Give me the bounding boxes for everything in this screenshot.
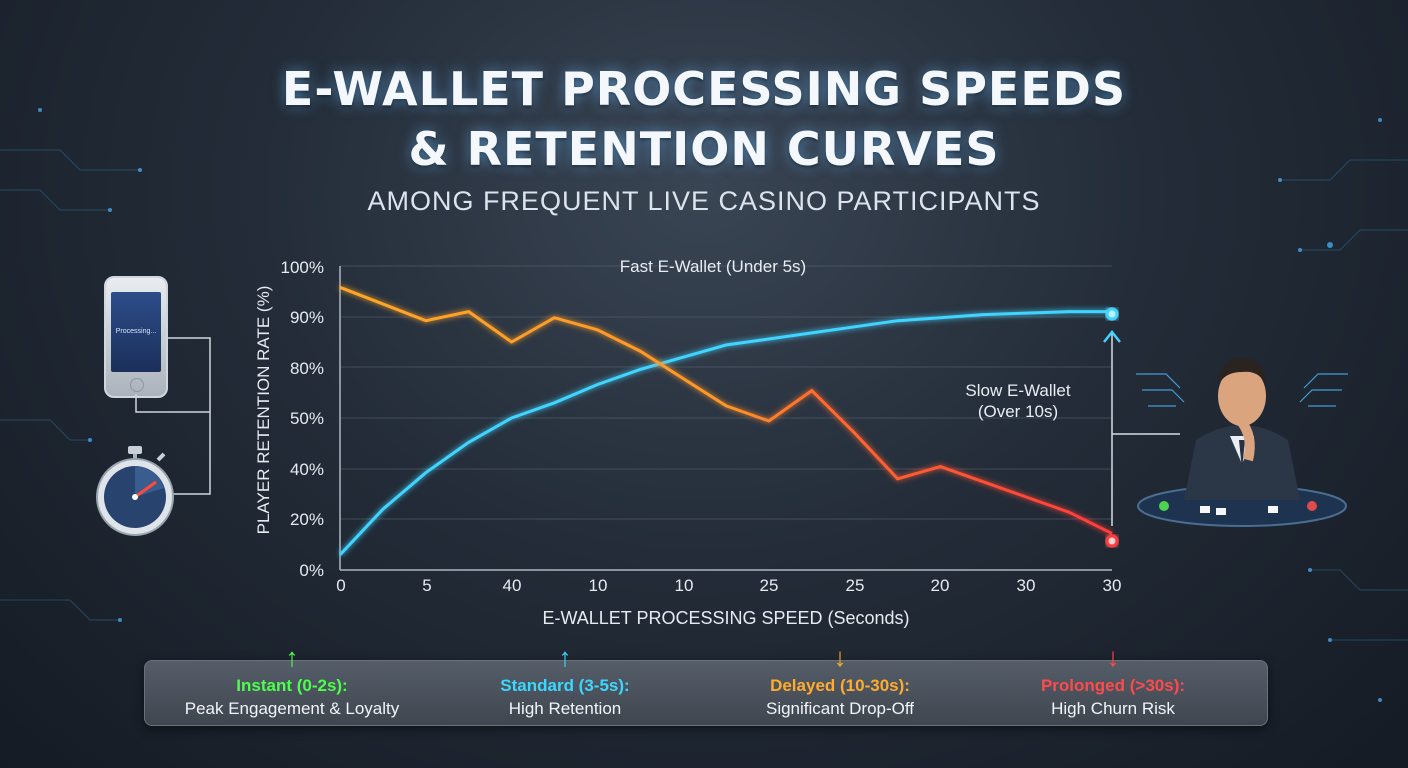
slow-end-marker [1105, 534, 1119, 548]
y-tick-label: 90% [289, 308, 324, 327]
x-tick-label: 10 [674, 576, 694, 595]
slow-ewallet-annotation: Slow E-Wallet (Over 10s) [965, 381, 1071, 421]
chart-title-line2: & RETENTION CURVES [408, 122, 1000, 176]
arrow-up-icon: ↑ [558, 642, 572, 672]
series-line-slow-ewallet [339, 285, 1113, 535]
legend-description: High Churn Risk [1051, 699, 1175, 718]
fast-end-marker [1105, 307, 1119, 321]
arrow-down-icon: ↓ [833, 642, 847, 672]
y-tick-label: 20% [289, 510, 324, 529]
series-line-fast-ewallet [338, 310, 1112, 556]
y-axis-label-wrap: PLAYER RETENTION RATE (%) [254, 286, 273, 535]
y-axis-label: PLAYER RETENTION RATE (%) [254, 286, 273, 535]
x-tick-label: 30 [1016, 576, 1036, 595]
legend-panel [144, 660, 1268, 726]
chart-subtitle: AMONG FREQUENT LIVE CASINO PARTICIPANTS [367, 186, 1041, 216]
x-tick-label: 5 [422, 576, 432, 595]
x-tick-label: 10 [588, 576, 608, 595]
x-tick-label: 0 [336, 576, 346, 595]
arrow-up-icon: ↑ [285, 642, 299, 672]
stopwatch-icon [96, 446, 174, 536]
thinking-player-icon [1136, 358, 1348, 527]
chart-title-line1: E-WALLET PROCESSING SPEEDS [281, 62, 1127, 116]
x-tick-label: 40 [502, 576, 522, 595]
y-tick-label: 50% [289, 409, 324, 428]
x-tick-label: 25 [759, 576, 779, 595]
legend-description: Significant Drop-Off [765, 699, 915, 718]
x-tick-label: 25 [845, 576, 865, 595]
legend-title: Delayed (10-30s): [770, 676, 910, 695]
legend-title: Prolonged (>30s): [1040, 676, 1186, 695]
x-tick-label: 20 [930, 576, 950, 595]
y-tick-label: 100% [280, 258, 324, 277]
fast-ewallet-annotation: Fast E-Wallet (Under 5s) [619, 257, 807, 276]
legend-item-standard: Standard (3-5s): High Retention [430, 676, 700, 719]
y-tick-label: 0% [299, 561, 324, 580]
arrow-down-icon: ↓ [1106, 642, 1120, 672]
legend-description: High Retention [508, 699, 622, 718]
annotation-bracket [1103, 329, 1180, 526]
legend-description: Peak Engagement & Loyalty [184, 699, 400, 718]
x-axis-label: E-WALLET PROCESSING SPEED (Seconds) [542, 608, 910, 628]
y-tick-label: 80% [289, 359, 324, 378]
y-tick-label: 40% [289, 460, 324, 479]
legend-title: Instant (0-2s): [236, 676, 348, 695]
legend-item-delayed: Delayed (10-30s): Significant Drop-Off [705, 676, 975, 719]
legend-title: Standard (3-5s): [500, 676, 630, 695]
legend-item-instant: Instant (0-2s): Peak Engagement & Loyalt… [157, 676, 427, 719]
x-tick-label: 30 [1102, 576, 1122, 595]
legend-item-prolonged: Prolonged (>30s): High Churn Risk [978, 676, 1248, 719]
phone-screen-text: Processing... [111, 292, 161, 372]
